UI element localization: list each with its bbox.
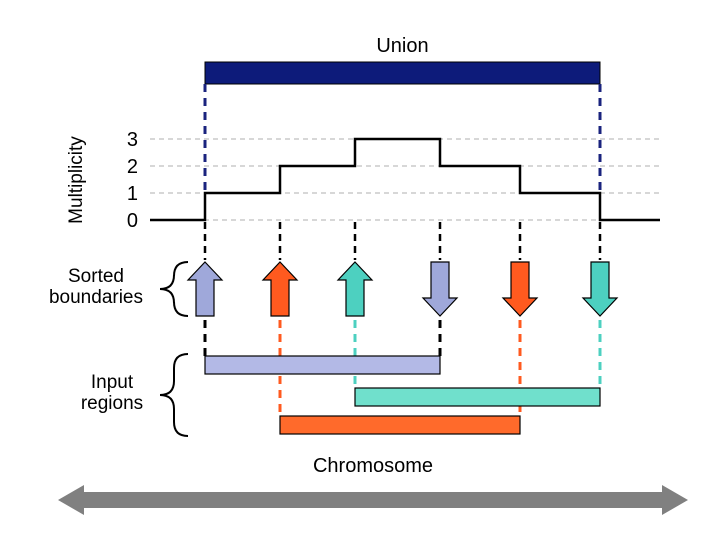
chromosome-label: Chromosome xyxy=(313,455,433,477)
step-function xyxy=(150,139,660,220)
input-region-bar xyxy=(355,388,600,406)
brace-label: Inputregions xyxy=(81,372,143,414)
boundary-arrow xyxy=(583,262,617,316)
brace xyxy=(160,262,188,316)
boundary-arrow xyxy=(188,262,222,316)
multiplicity-label: Multiplicity xyxy=(66,136,87,224)
axis-tick-label: 1 xyxy=(127,183,138,205)
boundary-arrow xyxy=(503,262,537,316)
brace xyxy=(160,354,188,436)
diagram-canvas: 0 1 2 3 Multiplicity Union Sortedboundaries Inp… xyxy=(0,0,720,540)
boundary-arrow xyxy=(338,262,372,316)
brace-label: Sortedboundaries xyxy=(49,266,143,308)
union-bar xyxy=(205,62,600,84)
svg-text:Multiplicity: Multiplicity xyxy=(66,136,87,224)
union-label: Union xyxy=(376,35,428,57)
boundary-arrow xyxy=(423,262,457,316)
axis-tick-label: 3 xyxy=(127,129,138,151)
input-region-bar xyxy=(280,416,520,434)
boundary-arrow xyxy=(263,262,297,316)
axis-tick-label: 2 xyxy=(127,156,138,178)
axis-tick-label: 0 xyxy=(127,210,138,232)
chromosome-arrow xyxy=(58,485,688,515)
input-region-bar xyxy=(205,356,440,374)
